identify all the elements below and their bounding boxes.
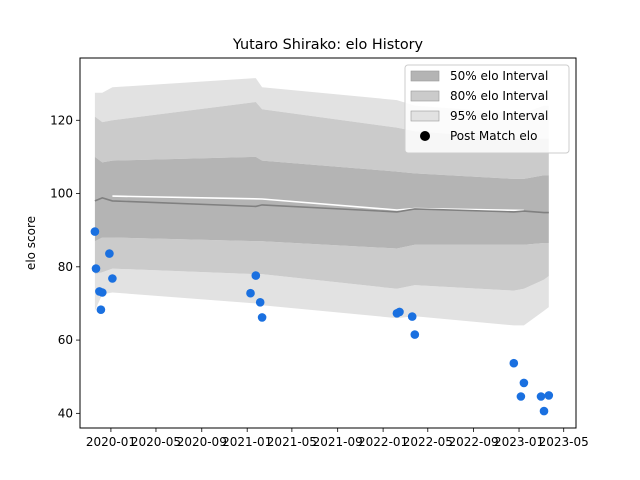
post-match-elo-point xyxy=(257,313,267,322)
y-tick-label: 40 xyxy=(58,406,73,420)
post-match-elo-point xyxy=(395,307,404,317)
chart-title: Yutaro Shirako: elo History xyxy=(232,37,424,53)
y-axis-label: elo score xyxy=(24,216,38,270)
y-tick-label: 60 xyxy=(58,333,73,347)
legend-label: 80% elo Interval xyxy=(450,89,548,103)
post-match-elo-point xyxy=(536,392,546,401)
post-match-elo-point xyxy=(96,305,106,315)
y-tick-label: 80 xyxy=(58,260,73,274)
mean-elo-line xyxy=(94,197,549,214)
post-match-elo-point xyxy=(246,288,255,298)
post-match-elo-point xyxy=(539,406,549,416)
x-tick-label: 2021-05 xyxy=(267,435,317,449)
legend-swatch xyxy=(410,70,440,82)
legend-swatch xyxy=(410,90,440,102)
band-80-lower xyxy=(94,237,549,291)
x-axis: 2020-012020-052020-092021-012021-052021-… xyxy=(86,428,589,449)
post-match-elo-point xyxy=(108,274,117,283)
x-tick-label: 2021-01 xyxy=(222,435,272,449)
post-match-elo-point xyxy=(105,249,114,258)
band-50 xyxy=(94,156,549,249)
x-tick-label: 2022-05 xyxy=(403,435,453,449)
post-match-elo-point xyxy=(516,392,526,401)
x-tick-label: 2020-01 xyxy=(86,435,136,449)
legend: 50% elo Interval 80% elo Interval 95% elo … xyxy=(404,64,570,154)
post-match-elo-point xyxy=(255,298,265,307)
post-match-elo-point xyxy=(519,378,529,388)
legend-label: 50% elo Interval xyxy=(450,69,548,83)
post-match-elo-point xyxy=(91,264,101,273)
x-tick-label: 2020-05 xyxy=(131,435,181,449)
post-match-elo-point xyxy=(410,330,420,339)
x-tick-label: 2023-05 xyxy=(539,435,589,449)
band-95-lower xyxy=(94,268,549,326)
legend-swatch xyxy=(410,110,440,122)
legend-marker xyxy=(420,131,430,141)
y-tick-label: 120 xyxy=(50,113,73,127)
y-tick-label: 100 xyxy=(50,187,73,201)
post-match-elo-point xyxy=(544,391,554,400)
x-tick-label: 2021-09 xyxy=(313,435,363,449)
band-80-upper xyxy=(94,102,549,179)
plot-area xyxy=(90,78,554,416)
legend-box xyxy=(404,64,570,154)
x-tick-label: 2022-01 xyxy=(358,435,408,449)
post-match-elo-point xyxy=(251,271,261,280)
x-tick-label: 2023-01 xyxy=(494,435,544,449)
post-match-elo-point xyxy=(98,288,107,297)
pre-match-elo-line xyxy=(112,195,524,212)
legend-label: 95% elo Interval xyxy=(450,109,548,123)
post-match-elo-point xyxy=(90,227,100,236)
x-tick-label: 2020-09 xyxy=(177,435,227,449)
post-match-elo-point xyxy=(509,358,519,368)
axes-frame xyxy=(79,57,577,429)
x-tick-label: 2022-09 xyxy=(449,435,499,449)
post-match-elo-point xyxy=(407,312,417,321)
legend-label: Post Match elo xyxy=(450,129,537,143)
y-axis: 40 60 80 100 120 xyxy=(50,113,80,420)
